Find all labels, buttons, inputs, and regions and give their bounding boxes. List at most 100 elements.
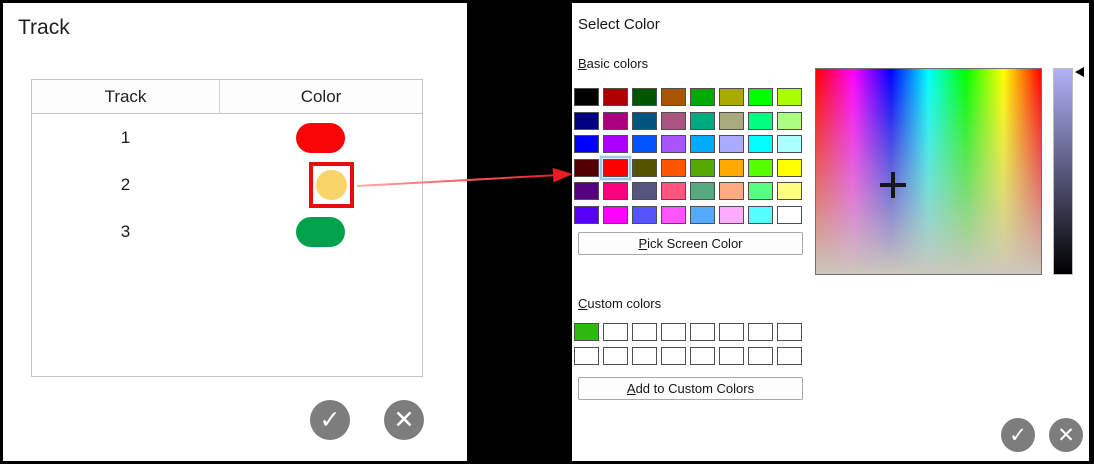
track-color-table: Track Color 1 2 3 (31, 79, 423, 377)
basic-color-swatch[interactable] (719, 182, 744, 200)
cancel-button[interactable]: ✕ (1049, 418, 1083, 452)
track-dialog: Track Track Color 1 2 3 ✓ ✕ (3, 3, 467, 461)
basic-color-swatch[interactable] (690, 205, 715, 224)
table-row[interactable]: 2 (32, 161, 422, 208)
basic-color-swatch[interactable] (632, 182, 657, 200)
basic-color-swatch[interactable] (603, 88, 628, 106)
confirm-button[interactable]: ✓ (310, 400, 350, 440)
basic-color-swatch[interactable] (748, 111, 773, 130)
custom-color-swatch[interactable] (603, 347, 628, 365)
basic-color-swatch[interactable] (661, 182, 686, 200)
basic-color-swatch[interactable] (661, 111, 686, 130)
selection-highlight-box (309, 161, 354, 208)
table-row[interactable]: 1 (32, 114, 422, 161)
basic-color-swatch[interactable] (574, 182, 599, 200)
confirm-button[interactable]: ✓ (1001, 418, 1035, 452)
basic-colors-grid (574, 88, 802, 224)
basic-color-swatch[interactable] (777, 88, 802, 106)
basic-color-swatch[interactable] (603, 182, 628, 200)
check-icon: ✓ (1009, 423, 1027, 447)
slider-handle-triangle-left-icon[interactable] (1075, 67, 1084, 77)
color-cell[interactable] (219, 122, 422, 153)
custom-color-swatch[interactable] (603, 323, 628, 341)
custom-color-swatch[interactable] (690, 323, 715, 341)
add-to-custom-colors-button[interactable]: Add to Custom Colors (578, 377, 803, 400)
track-number: 2 (120, 174, 131, 194)
basic-color-swatch[interactable] (719, 111, 744, 130)
close-icon: ✕ (393, 406, 415, 434)
basic-color-swatch[interactable] (719, 158, 744, 177)
custom-color-swatch[interactable] (777, 323, 802, 341)
custom-color-swatch[interactable] (690, 347, 715, 365)
add-to-custom-colors-label: Add to Custom Colors (626, 381, 755, 396)
value-slider[interactable] (1053, 68, 1073, 275)
basic-color-swatch[interactable] (574, 111, 599, 130)
basic-colors-label: Basic colors (578, 56, 649, 71)
custom-color-swatch[interactable] (777, 347, 802, 365)
cancel-button[interactable]: ✕ (384, 400, 424, 440)
basic-color-swatch[interactable] (690, 111, 715, 130)
custom-color-swatch[interactable] (632, 323, 657, 341)
basic-color-swatch[interactable] (661, 135, 686, 153)
basic-color-swatch[interactable] (603, 111, 628, 130)
custom-color-swatch[interactable] (661, 323, 686, 341)
basic-color-swatch[interactable] (748, 158, 773, 177)
basic-color-swatch[interactable] (661, 205, 686, 224)
pick-screen-color-button[interactable]: Pick Screen Color (578, 232, 803, 255)
custom-color-swatch[interactable] (574, 347, 599, 365)
basic-color-swatch[interactable] (661, 158, 686, 177)
custom-color-swatch[interactable] (719, 347, 744, 365)
track-number: 1 (120, 127, 131, 147)
basic-color-swatch[interactable] (603, 135, 628, 153)
color-cell[interactable] (219, 161, 422, 208)
track-number: 3 (120, 221, 131, 241)
custom-color-swatch[interactable] (748, 347, 773, 365)
basic-color-swatch[interactable] (600, 155, 631, 180)
track-color-pill[interactable] (296, 216, 345, 247)
hue-saturation-picker[interactable] (815, 68, 1042, 275)
table-row[interactable]: 3 (32, 208, 422, 255)
table-body: 1 2 3 (32, 114, 422, 255)
basic-color-swatch[interactable] (748, 205, 773, 224)
color-cell[interactable] (219, 216, 422, 247)
basic-color-swatch[interactable] (603, 205, 628, 224)
check-icon: ✓ (319, 406, 341, 434)
track-color-pill[interactable] (316, 169, 347, 200)
basic-color-swatch[interactable] (574, 205, 599, 224)
basic-color-swatch[interactable] (632, 158, 657, 177)
custom-color-swatch[interactable] (719, 323, 744, 341)
basic-color-swatch[interactable] (574, 135, 599, 153)
basic-color-swatch[interactable] (690, 158, 715, 177)
custom-color-swatch[interactable] (661, 347, 686, 365)
basic-color-swatch[interactable] (690, 135, 715, 153)
basic-color-swatch[interactable] (777, 158, 802, 177)
basic-color-swatch[interactable] (719, 88, 744, 106)
basic-color-swatch[interactable] (777, 135, 802, 153)
column-header-track: Track (32, 80, 220, 113)
basic-color-swatch[interactable] (632, 205, 657, 224)
basic-color-swatch[interactable] (632, 88, 657, 106)
basic-color-swatch[interactable] (719, 135, 744, 153)
custom-color-swatch[interactable] (632, 347, 657, 365)
custom-colors-grid (574, 323, 802, 365)
custom-colors-label: Custom colors (578, 296, 662, 311)
basic-color-swatch[interactable] (632, 135, 657, 153)
column-header-color: Color (300, 86, 342, 106)
basic-color-swatch[interactable] (574, 158, 599, 177)
basic-color-swatch[interactable] (661, 88, 686, 106)
basic-color-swatch[interactable] (748, 88, 773, 106)
basic-color-swatch[interactable] (748, 135, 773, 153)
basic-color-swatch[interactable] (777, 182, 802, 200)
custom-color-swatch[interactable] (748, 323, 773, 341)
custom-color-swatch[interactable] (574, 323, 599, 341)
basic-color-swatch[interactable] (777, 111, 802, 130)
basic-color-swatch[interactable] (748, 182, 773, 200)
basic-color-swatch[interactable] (574, 88, 599, 106)
basic-color-swatch[interactable] (690, 182, 715, 200)
basic-color-swatch[interactable] (777, 205, 802, 224)
basic-color-swatch[interactable] (632, 111, 657, 130)
track-color-pill[interactable] (296, 122, 345, 153)
basic-color-swatch[interactable] (690, 88, 715, 106)
close-icon: ✕ (1057, 423, 1075, 447)
basic-color-swatch[interactable] (719, 205, 744, 224)
